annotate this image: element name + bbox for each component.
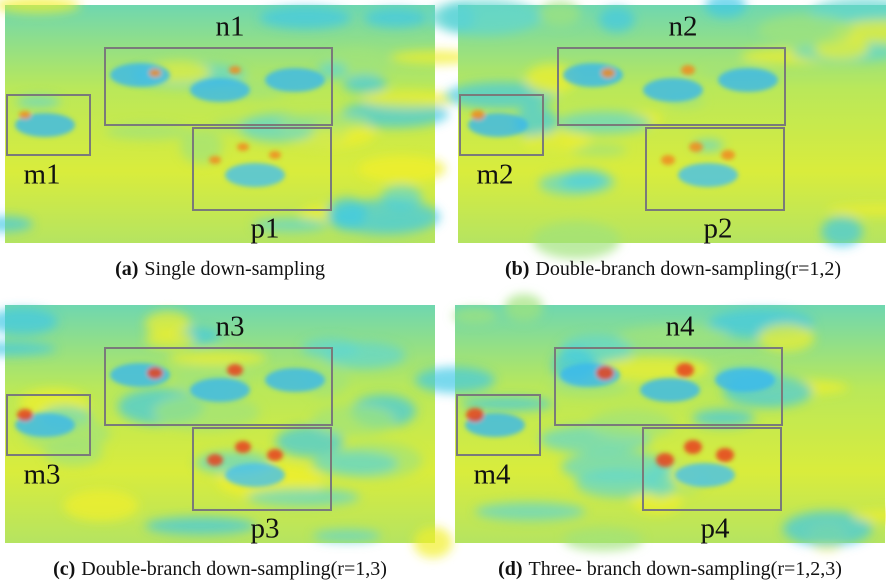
caption: (a) Single down-sampling (115, 258, 325, 280)
heat-blob (313, 529, 381, 542)
heat-blob (358, 156, 446, 182)
region-label: p2 (704, 213, 733, 245)
hot-spot (229, 66, 241, 74)
heat-blob (145, 517, 256, 535)
heat-blob (453, 308, 498, 323)
heat-blob (17, 96, 61, 108)
heat-blob (539, 1, 581, 26)
hot-spot (596, 366, 614, 380)
heat-blob (821, 216, 863, 246)
hot-spot (466, 408, 484, 422)
hot-spot (684, 440, 702, 454)
region-label: n2 (669, 11, 698, 43)
heat-blob (362, 91, 456, 108)
hot-spot (656, 453, 674, 467)
heat-blob (259, 6, 351, 29)
caption-text: Three- branch down-sampling(r=1,2,3) (529, 558, 842, 580)
cool-region (718, 68, 778, 92)
region-label: p4 (701, 513, 731, 545)
cool-region (190, 378, 250, 402)
heat-blob (599, 7, 635, 32)
cool-region (643, 78, 703, 102)
heat-blob (475, 502, 585, 521)
heat-blob (331, 199, 441, 234)
region-label: p1 (251, 213, 280, 245)
region-label: m4 (473, 459, 511, 491)
region-label: p3 (251, 513, 280, 545)
heat-blob (523, 133, 591, 150)
hot-spot (716, 448, 734, 462)
heat-blob (558, 171, 615, 193)
heat-blob (63, 490, 138, 522)
hot-spot (676, 363, 694, 377)
cool-region (640, 378, 700, 402)
region-label: n1 (216, 11, 245, 43)
cool-region (715, 368, 775, 392)
heat-blob (247, 488, 360, 506)
caption: (c) Double-branch down-sampling(r=1,3) (53, 558, 387, 580)
cool-region (675, 463, 735, 487)
region-label: n4 (666, 311, 696, 343)
panel: n3 m3 p3 (0, 305, 452, 558)
cool-region (225, 163, 285, 187)
panel: n4 m4 p4 (415, 294, 886, 551)
caption-text: Double-branch down-sampling(r=1,3) (81, 558, 387, 580)
heat-blob (561, 451, 669, 483)
hot-spot (721, 150, 735, 160)
cool-region (190, 78, 250, 102)
hot-spot (19, 111, 31, 119)
hot-spot (149, 69, 161, 77)
cool-region (265, 68, 325, 92)
hot-spot (147, 367, 163, 379)
region-label: n3 (216, 311, 245, 343)
panel: n2 m2 p2 (428, 0, 886, 259)
figure: n1 m1 p1 (a) Single down-sampling n2 m2 p2 (b) Do… (0, 0, 886, 582)
hot-spot (227, 364, 243, 376)
hot-spot (209, 156, 221, 164)
hot-spot (601, 68, 615, 78)
caption-text: Double-branch down-sampling(r=1,2) (535, 258, 841, 280)
heat-blob (413, 527, 452, 558)
hot-spot (269, 151, 281, 159)
hot-spot (235, 441, 251, 453)
heat-blob (504, 294, 543, 321)
hot-spot (471, 110, 485, 120)
region-label: m3 (23, 459, 60, 491)
cool-region (265, 368, 325, 392)
panel-label: (b) (505, 258, 529, 280)
cool-region (110, 63, 170, 87)
heat-blob (563, 528, 643, 552)
panel-label: (c) (53, 558, 75, 580)
heat-blob (415, 367, 495, 393)
hot-spot (661, 155, 675, 165)
region-label: m1 (23, 159, 60, 191)
caption: (b) Double-branch down-sampling(r=1,2) (505, 258, 841, 280)
heat-blob (311, 405, 395, 436)
hot-spot (681, 65, 695, 75)
region-label: m2 (476, 159, 513, 191)
heat-blob (145, 330, 195, 348)
heat-blob (168, 351, 267, 366)
heat-blob (533, 221, 621, 259)
heat-blob (758, 15, 854, 46)
hot-spot (267, 449, 283, 461)
heat-blob (428, 0, 542, 35)
heat-blob (323, 342, 406, 369)
hot-spot (17, 409, 33, 421)
hot-spot (689, 142, 703, 152)
panel-label: (a) (115, 258, 138, 280)
hot-spot (237, 143, 249, 151)
caption-text: Single down-sampling (144, 258, 325, 280)
cool-region (678, 163, 738, 187)
heat-blob (557, 111, 651, 133)
panel: n1 m1 p1 (0, 0, 477, 245)
panel-label: (d) (498, 558, 522, 580)
cool-region (225, 463, 285, 487)
heat-blob (364, 8, 427, 28)
hot-spot (207, 454, 223, 466)
caption: (d) Three- branch down-sampling(r=1,2,3) (498, 558, 842, 580)
heat-blob (343, 75, 387, 93)
